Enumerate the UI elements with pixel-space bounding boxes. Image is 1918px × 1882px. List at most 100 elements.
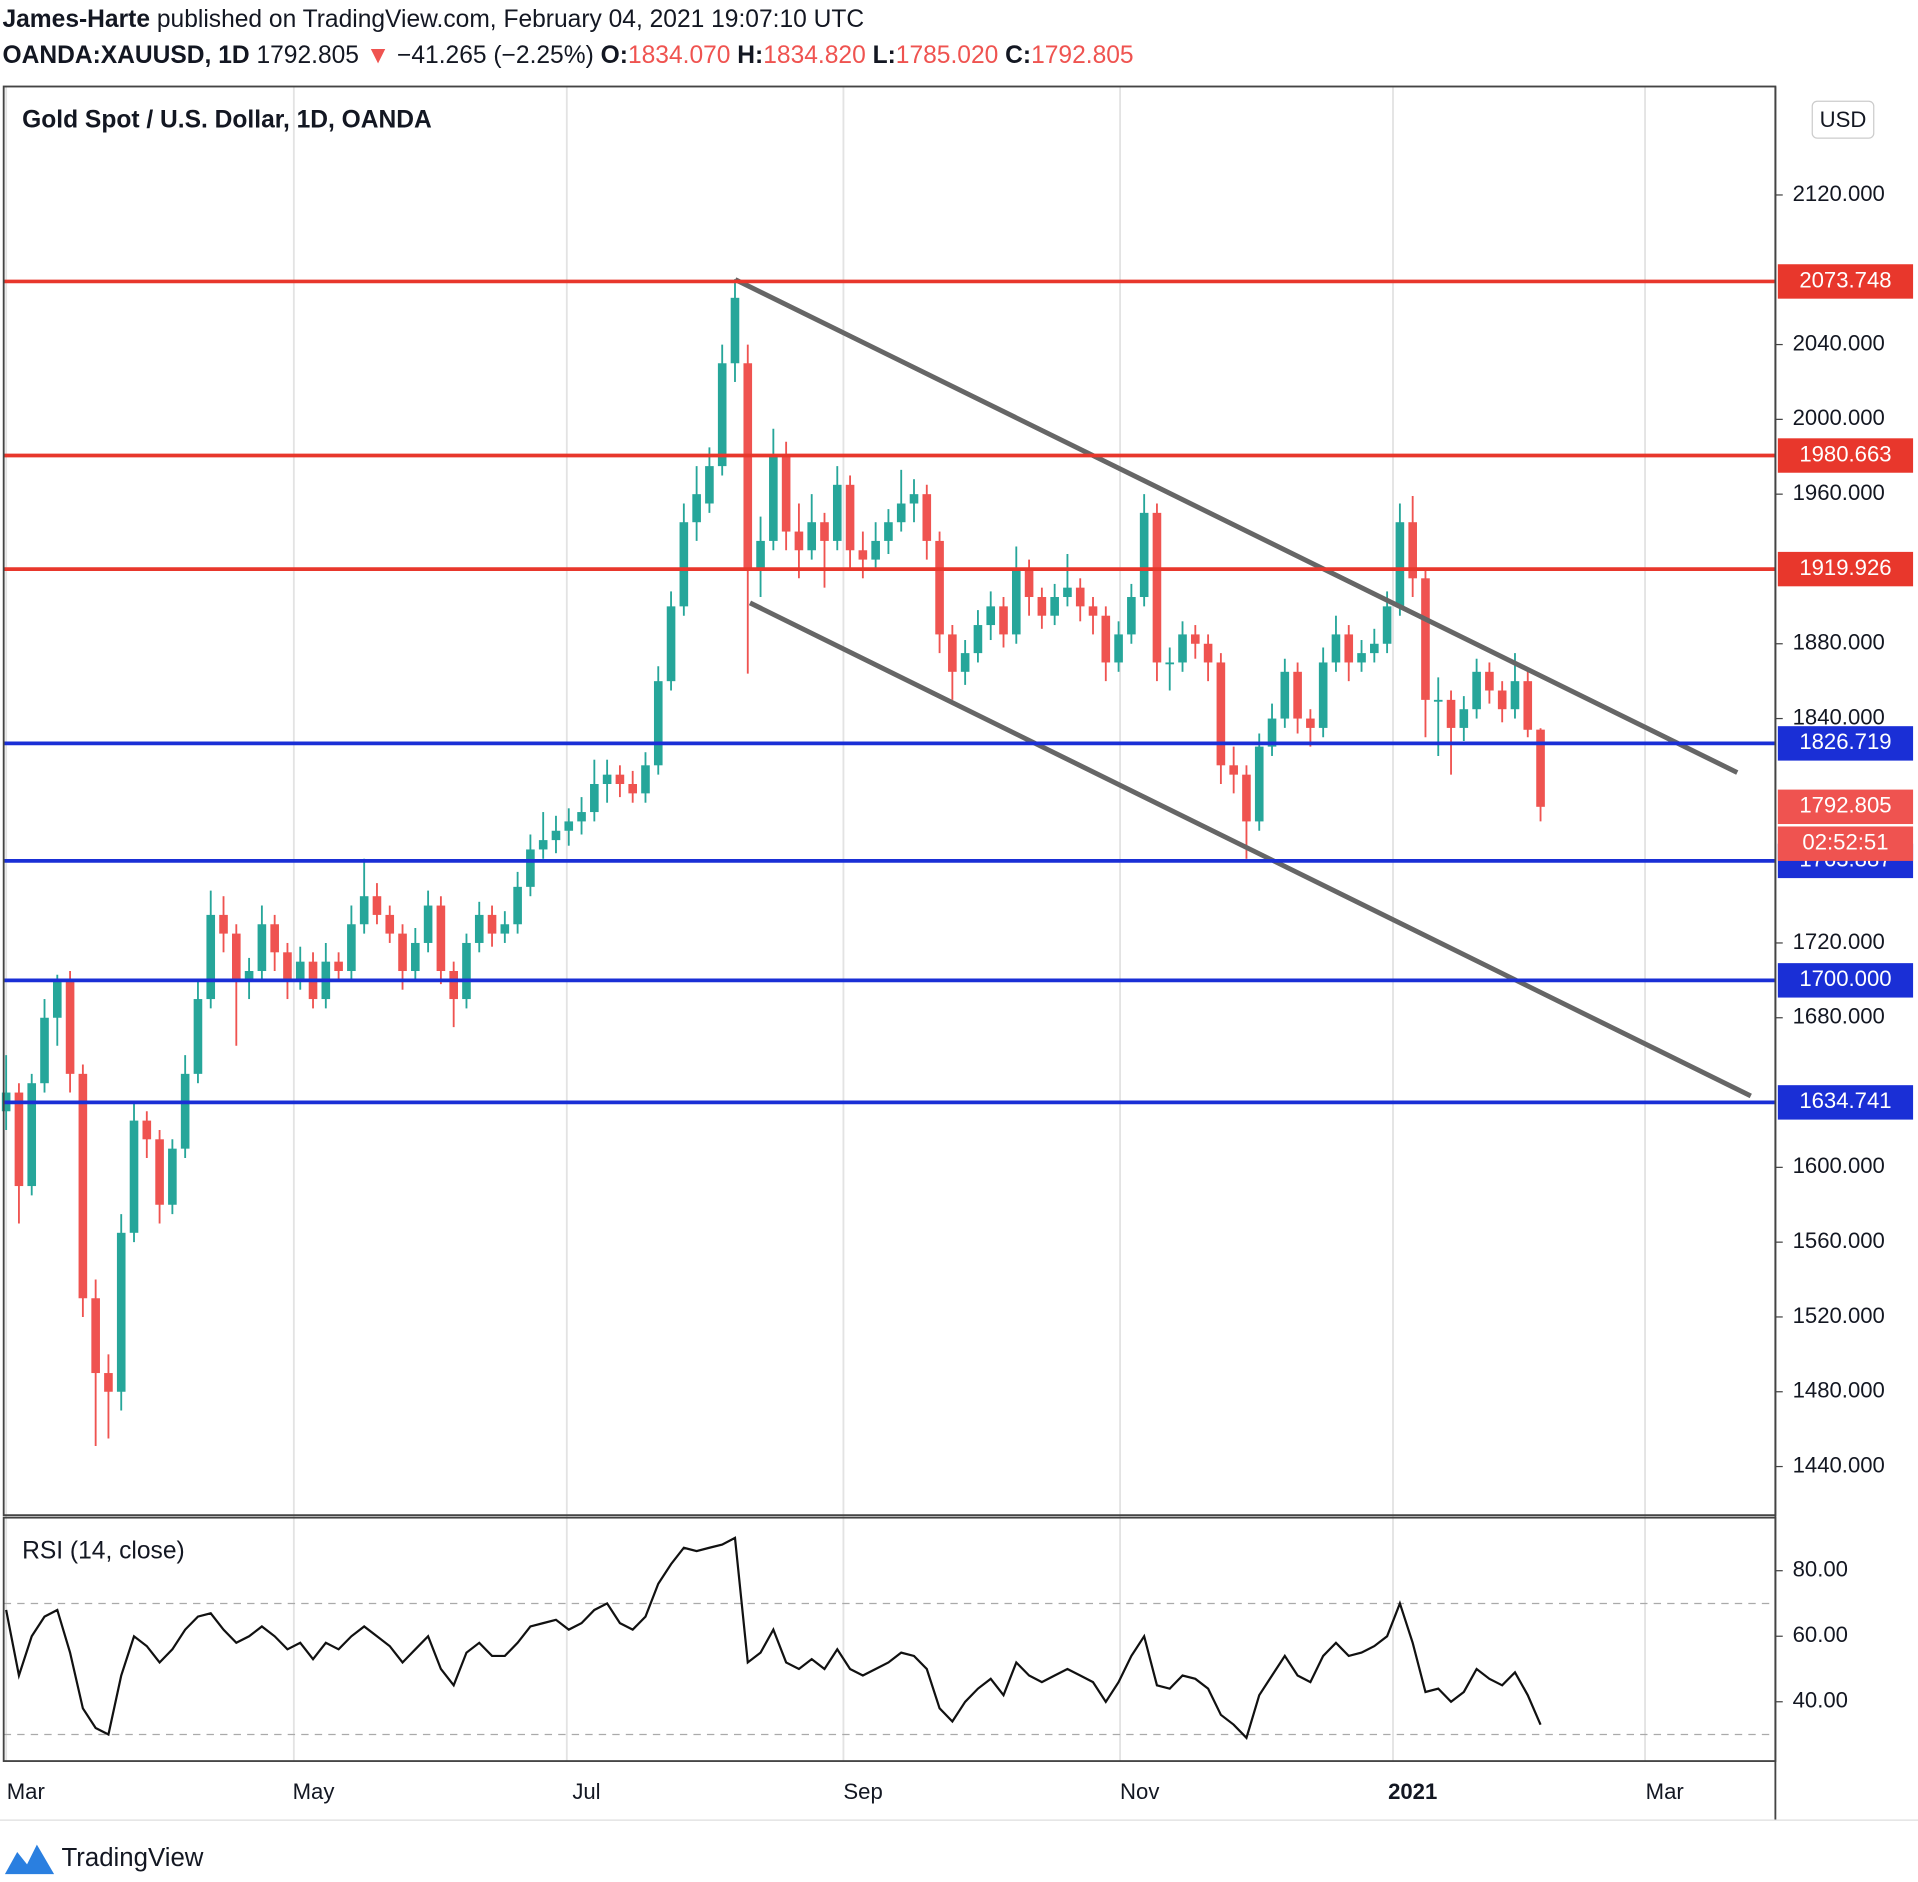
c-key: C: [1005, 41, 1031, 68]
candle-body [973, 625, 983, 654]
candle-body [781, 456, 791, 532]
price-pane [1, 279, 1545, 1740]
last-price-bg [1777, 789, 1914, 825]
candle-body [104, 1373, 113, 1392]
last-price: 1792.805 [1799, 793, 1891, 818]
publish-line: James-Harte published on TradingView.com… [2, 6, 864, 33]
price-title: Gold Spot / U.S. Dollar, 1D, OANDA [22, 106, 432, 133]
l-key: L: [873, 41, 896, 68]
c: 1792.805 [1031, 41, 1134, 68]
candle-body [1037, 597, 1047, 616]
candle-body [1063, 587, 1072, 598]
candle-body [1510, 681, 1520, 710]
countdown-bg [1777, 826, 1914, 861]
candle-body [1050, 597, 1059, 616]
candle-body [1306, 718, 1315, 728]
author: James-Harte [2, 6, 150, 33]
x-tick-label: Sep [843, 1779, 882, 1804]
candle-body [1254, 746, 1264, 822]
candle-body [666, 606, 676, 682]
currency: USD [1820, 107, 1867, 132]
candle-body [14, 1092, 24, 1187]
candle-body [730, 297, 740, 364]
candle-body [129, 1120, 139, 1233]
level-label: 1634.741 [1799, 1088, 1891, 1113]
candle-body [206, 914, 216, 1000]
candle-body [1114, 634, 1123, 663]
candle-body [743, 363, 753, 569]
candle-body [1293, 671, 1302, 719]
candle-body [577, 812, 586, 822]
h-key: H: [737, 41, 763, 68]
countdown: 02:52:51 [1802, 830, 1888, 855]
candle-body [1024, 568, 1034, 598]
y-tick-label: 1840.000 [1793, 704, 1885, 729]
candle-body [653, 681, 663, 766]
currency-box[interactable] [1811, 100, 1875, 139]
candle-body [538, 840, 548, 850]
candle-body [884, 522, 893, 541]
trend-line [748, 600, 1752, 1099]
candle-body [1459, 709, 1469, 728]
candle-body [411, 942, 420, 972]
published: published on TradingView.com, February 0… [157, 6, 864, 33]
candle-body [960, 653, 970, 672]
candle-body [27, 1083, 37, 1187]
candle-body [1331, 634, 1341, 663]
y-tick-label: 1960.000 [1793, 480, 1885, 505]
candle-body [705, 466, 714, 504]
candle-body [590, 784, 599, 813]
y-tick-label: 1600.000 [1793, 1153, 1885, 1178]
quote-line: OANDA:XAUUSD, 1D 1792.805 ▼ −41.265 (−2.… [2, 41, 1133, 68]
candle-body [1421, 578, 1430, 700]
candle-body [1395, 522, 1405, 607]
y-tick-label: 1720.000 [1793, 929, 1885, 954]
candle-body [1357, 653, 1366, 663]
candle-body [641, 765, 650, 794]
level-label: 1700.000 [1799, 966, 1891, 991]
candle-body [334, 961, 343, 972]
level-label: 2073.748 [1799, 267, 1891, 292]
logo [4, 1844, 55, 1875]
candle-body [1408, 522, 1417, 579]
y-tick-label: 1440.000 [1793, 1452, 1885, 1477]
last: 1792.805 [256, 41, 359, 68]
candle-body [1075, 587, 1085, 607]
level-label: 1980.663 [1799, 441, 1891, 466]
candle-body [845, 484, 855, 551]
candle-body [487, 914, 497, 934]
candle-body [359, 896, 369, 925]
candle-body [551, 830, 561, 841]
candle-body [1472, 671, 1481, 710]
candle-body [168, 1148, 177, 1205]
candle-body [564, 821, 574, 831]
x-tick-label: 2021 [1388, 1779, 1437, 1804]
y-tick-label: 2040.000 [1793, 330, 1885, 355]
candle-body [91, 1298, 100, 1374]
x-tick-label: Jul [572, 1779, 600, 1804]
candle-body [858, 550, 868, 560]
candle-body [1370, 643, 1379, 654]
candle-body [40, 1017, 49, 1084]
y-tick-label: 1560.000 [1793, 1228, 1885, 1253]
grid: Mar May Jul Sep Nov 2021 Mar 1440.000 1480.000 15… [3, 86, 1885, 1804]
candle-body [232, 933, 241, 981]
overlays: 2073.7481980.6631919.9261826.7191763.887… [3, 264, 1914, 1120]
o-key: O: [601, 41, 628, 68]
candle-body [1152, 512, 1162, 663]
candle-body [1101, 615, 1111, 663]
candle-body [717, 363, 727, 467]
candle-body [372, 896, 382, 915]
candle-body [1523, 681, 1533, 730]
candle-body [1139, 512, 1149, 598]
level-label-bg [1777, 551, 1914, 587]
candle-body [116, 1232, 126, 1392]
candle-body [65, 980, 75, 1074]
candle-body [295, 961, 305, 981]
candle-body [347, 924, 356, 972]
arrow: ▼ [366, 41, 390, 68]
y-tick-label: 80.00 [1793, 1557, 1848, 1582]
candle-body [423, 905, 433, 943]
candle-body [1446, 699, 1456, 728]
candle-body [1191, 634, 1200, 644]
